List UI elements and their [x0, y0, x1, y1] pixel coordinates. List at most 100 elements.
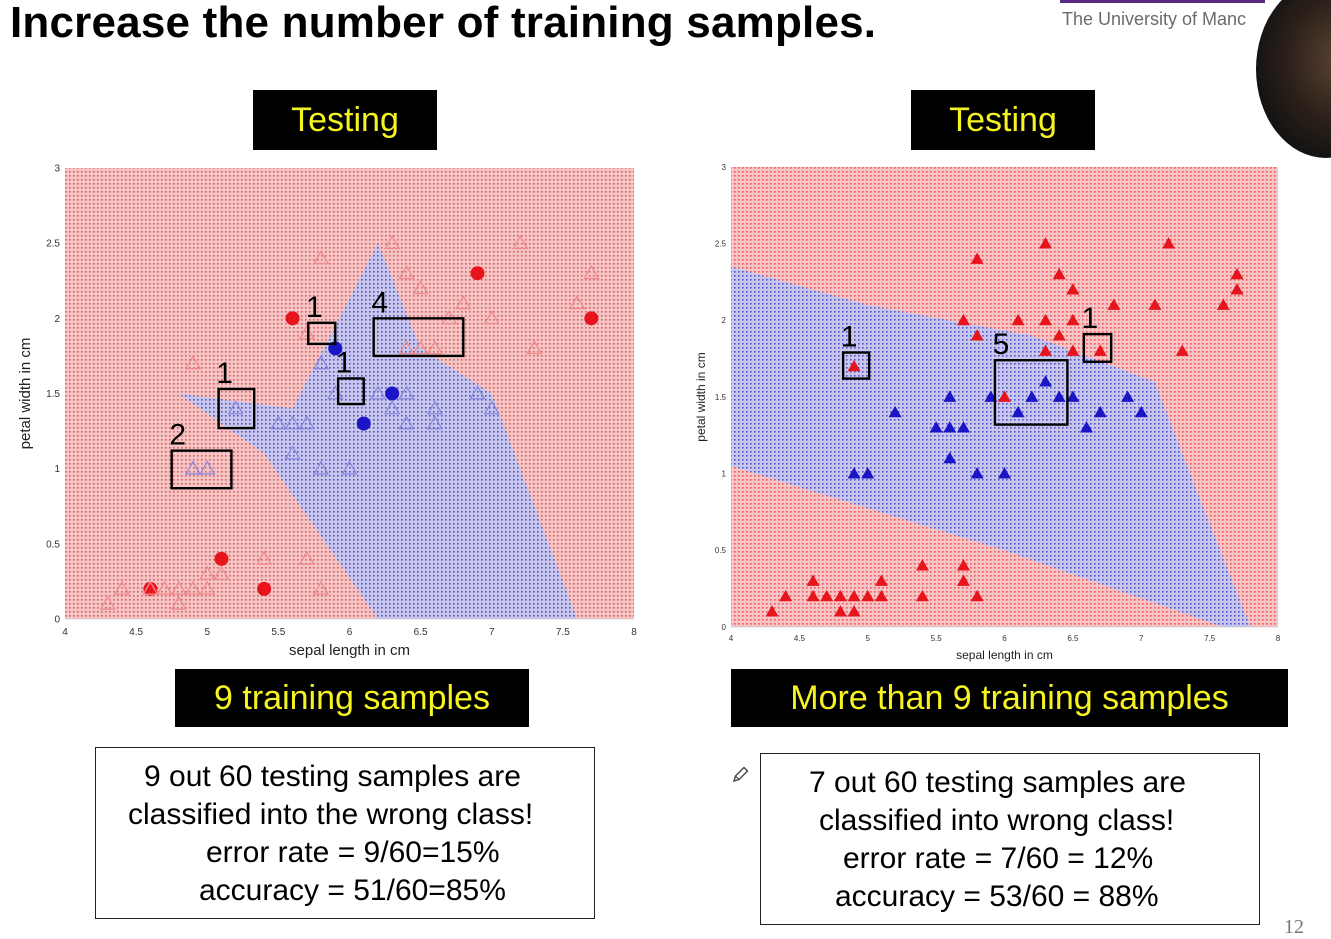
error-count-label: 5	[993, 328, 1010, 361]
data-point-red-circle	[285, 311, 300, 326]
data-point-red-triangle-hollow	[156, 580, 173, 595]
data-point-red-triangle	[847, 359, 861, 372]
data-point-red-triangle	[1011, 313, 1025, 326]
x-tick-label: 6	[1002, 634, 1007, 643]
data-point-red-triangle	[1216, 298, 1230, 310]
data-point-blue-triangle	[1066, 390, 1080, 402]
result-box-right: 7 out 60 testing samples are classified …	[760, 753, 1260, 925]
data-point-blue-triangle-hollow	[312, 355, 330, 370]
data-point-blue-triangle	[943, 451, 957, 464]
data-point-blue-triangle-hollow	[227, 400, 244, 415]
data-point-red-triangle-hollow	[455, 294, 472, 310]
data-point-blue-triangle-hollow	[184, 460, 202, 475]
scatter-chart-left: 4 4.5 5 5.5 6 6.5 7 7.5 8 0 0.5 1 1.5 2 2.5 3 sepal leng…	[17, 164, 637, 660]
caption-right: More than 9 training samples	[731, 669, 1288, 727]
x-tick-label: 4	[62, 627, 68, 638]
data-point-red-triangle	[956, 559, 970, 571]
error-count-label: 1	[1081, 302, 1098, 335]
testing-label-right: Testing	[911, 90, 1095, 150]
y-tick-label: 1	[722, 469, 727, 478]
data-point-blue-triangle	[1039, 375, 1053, 387]
data-point-red-triangle	[779, 589, 793, 602]
error-annotation-box	[841, 351, 871, 380]
data-point-blue-triangle	[847, 467, 861, 479]
data-point-red-triangle-hollow	[583, 264, 600, 280]
data-point-red-triangle-hollow	[184, 355, 202, 370]
pencil-icon[interactable]	[731, 764, 751, 784]
data-point-red-circle	[143, 581, 158, 596]
error-count-label: 1	[841, 321, 858, 354]
y-tick-label: 2.5	[715, 239, 727, 248]
slide-title: Increase the number of training samples.	[10, 0, 877, 47]
data-point-red-triangle	[970, 252, 984, 264]
data-point-red-triangle	[820, 589, 834, 602]
data-point-red-triangle	[1148, 298, 1162, 310]
data-point-red-triangle-hollow	[213, 565, 230, 580]
data-point-blue-triangle	[998, 467, 1011, 479]
data-point-red-triangle-hollow	[483, 310, 500, 325]
data-point-red-triangle	[1039, 237, 1053, 249]
x-tick-label: 8	[631, 627, 637, 638]
data-point-red-triangle-hollow	[384, 234, 401, 250]
decision-region-blue	[178, 243, 578, 619]
data-point-red-circle	[214, 551, 229, 566]
data-point-red-triangle-hollow	[412, 279, 429, 295]
data-point-red-triangle-hollow	[199, 565, 216, 580]
data-point-red-triangle-hollow	[512, 234, 529, 250]
y-tick-label: 3	[722, 163, 727, 172]
university-logo-text: The University of Manc	[1062, 9, 1247, 29]
error-count-label: 1	[306, 291, 323, 324]
x-tick-label: 4.5	[129, 627, 143, 638]
y-tick-label: 0.5	[46, 539, 60, 550]
error-count-label: 1	[216, 357, 233, 390]
decision-region-blue	[731, 266, 1251, 627]
result-line: error rate = 7/60 = 12%	[843, 842, 1154, 875]
result-box-left: 9 out 60 testing samples are classified …	[95, 747, 595, 919]
data-point-red-triangle	[1052, 329, 1066, 341]
x-tick-label: 6.5	[1067, 634, 1079, 643]
error-annotation-box	[336, 377, 365, 406]
caption-left: 9 training samples	[175, 669, 529, 727]
data-point-blue-triangle	[1052, 390, 1066, 402]
data-point-red-triangle-hollow	[99, 595, 116, 610]
data-point-red-triangle	[1093, 344, 1107, 356]
x-tick-label: 6	[347, 627, 353, 638]
data-point-red-triangle	[806, 589, 820, 602]
data-point-blue-triangle	[943, 390, 957, 402]
data-point-red-triangle-hollow	[256, 550, 273, 565]
data-point-red-triangle	[1039, 344, 1053, 356]
data-point-red-triangle	[970, 329, 984, 341]
data-point-red-triangle	[765, 605, 779, 617]
x-tick-label: 5	[866, 634, 871, 643]
error-annotation-box	[170, 449, 233, 490]
data-point-red-triangle-hollow	[113, 580, 131, 595]
data-point-red-triangle-hollow	[312, 580, 330, 595]
error-annotation-box	[1082, 332, 1113, 363]
x-tick-label: 5	[204, 627, 210, 638]
scatter-chart-right: 4 4.5 5 5.5 6 6.5 7 7.5 8 0 0.5 1 1.5 2 2.5 3 sepal leng…	[694, 163, 1281, 662]
data-point-red-triangle-hollow	[298, 550, 315, 565]
error-count-label: 4	[371, 286, 388, 319]
data-point-red-triangle	[874, 589, 888, 602]
data-point-blue-triangle-hollow	[483, 400, 500, 415]
error-annotation-box	[307, 321, 337, 346]
y-tick-label: 0.5	[715, 546, 727, 555]
data-point-blue-circle	[356, 416, 371, 431]
data-point-red-triangle	[1175, 344, 1189, 356]
error-annotation-box	[217, 387, 256, 430]
data-point-blue-triangle-hollow	[369, 385, 387, 400]
data-point-red-circle	[470, 266, 485, 281]
result-line: accuracy = 53/60 = 88%	[835, 880, 1159, 913]
x-tick-label: 4	[729, 634, 734, 643]
data-point-blue-triangle	[1025, 390, 1039, 402]
data-point-blue-triangle-hollow	[426, 400, 443, 415]
result-line: error rate = 9/60=15%	[206, 836, 500, 869]
data-point-blue-triangle	[1080, 421, 1094, 433]
data-point-blue-triangle-hollow	[384, 400, 401, 415]
data-point-blue-circle	[385, 386, 400, 401]
data-point-red-triangle	[1230, 267, 1244, 280]
data-point-red-triangle-hollow	[170, 580, 187, 595]
data-point-blue-triangle	[943, 421, 957, 433]
x-axis-label: sepal length in cm	[289, 642, 410, 659]
data-point-blue-triangle-hollow	[284, 445, 301, 460]
